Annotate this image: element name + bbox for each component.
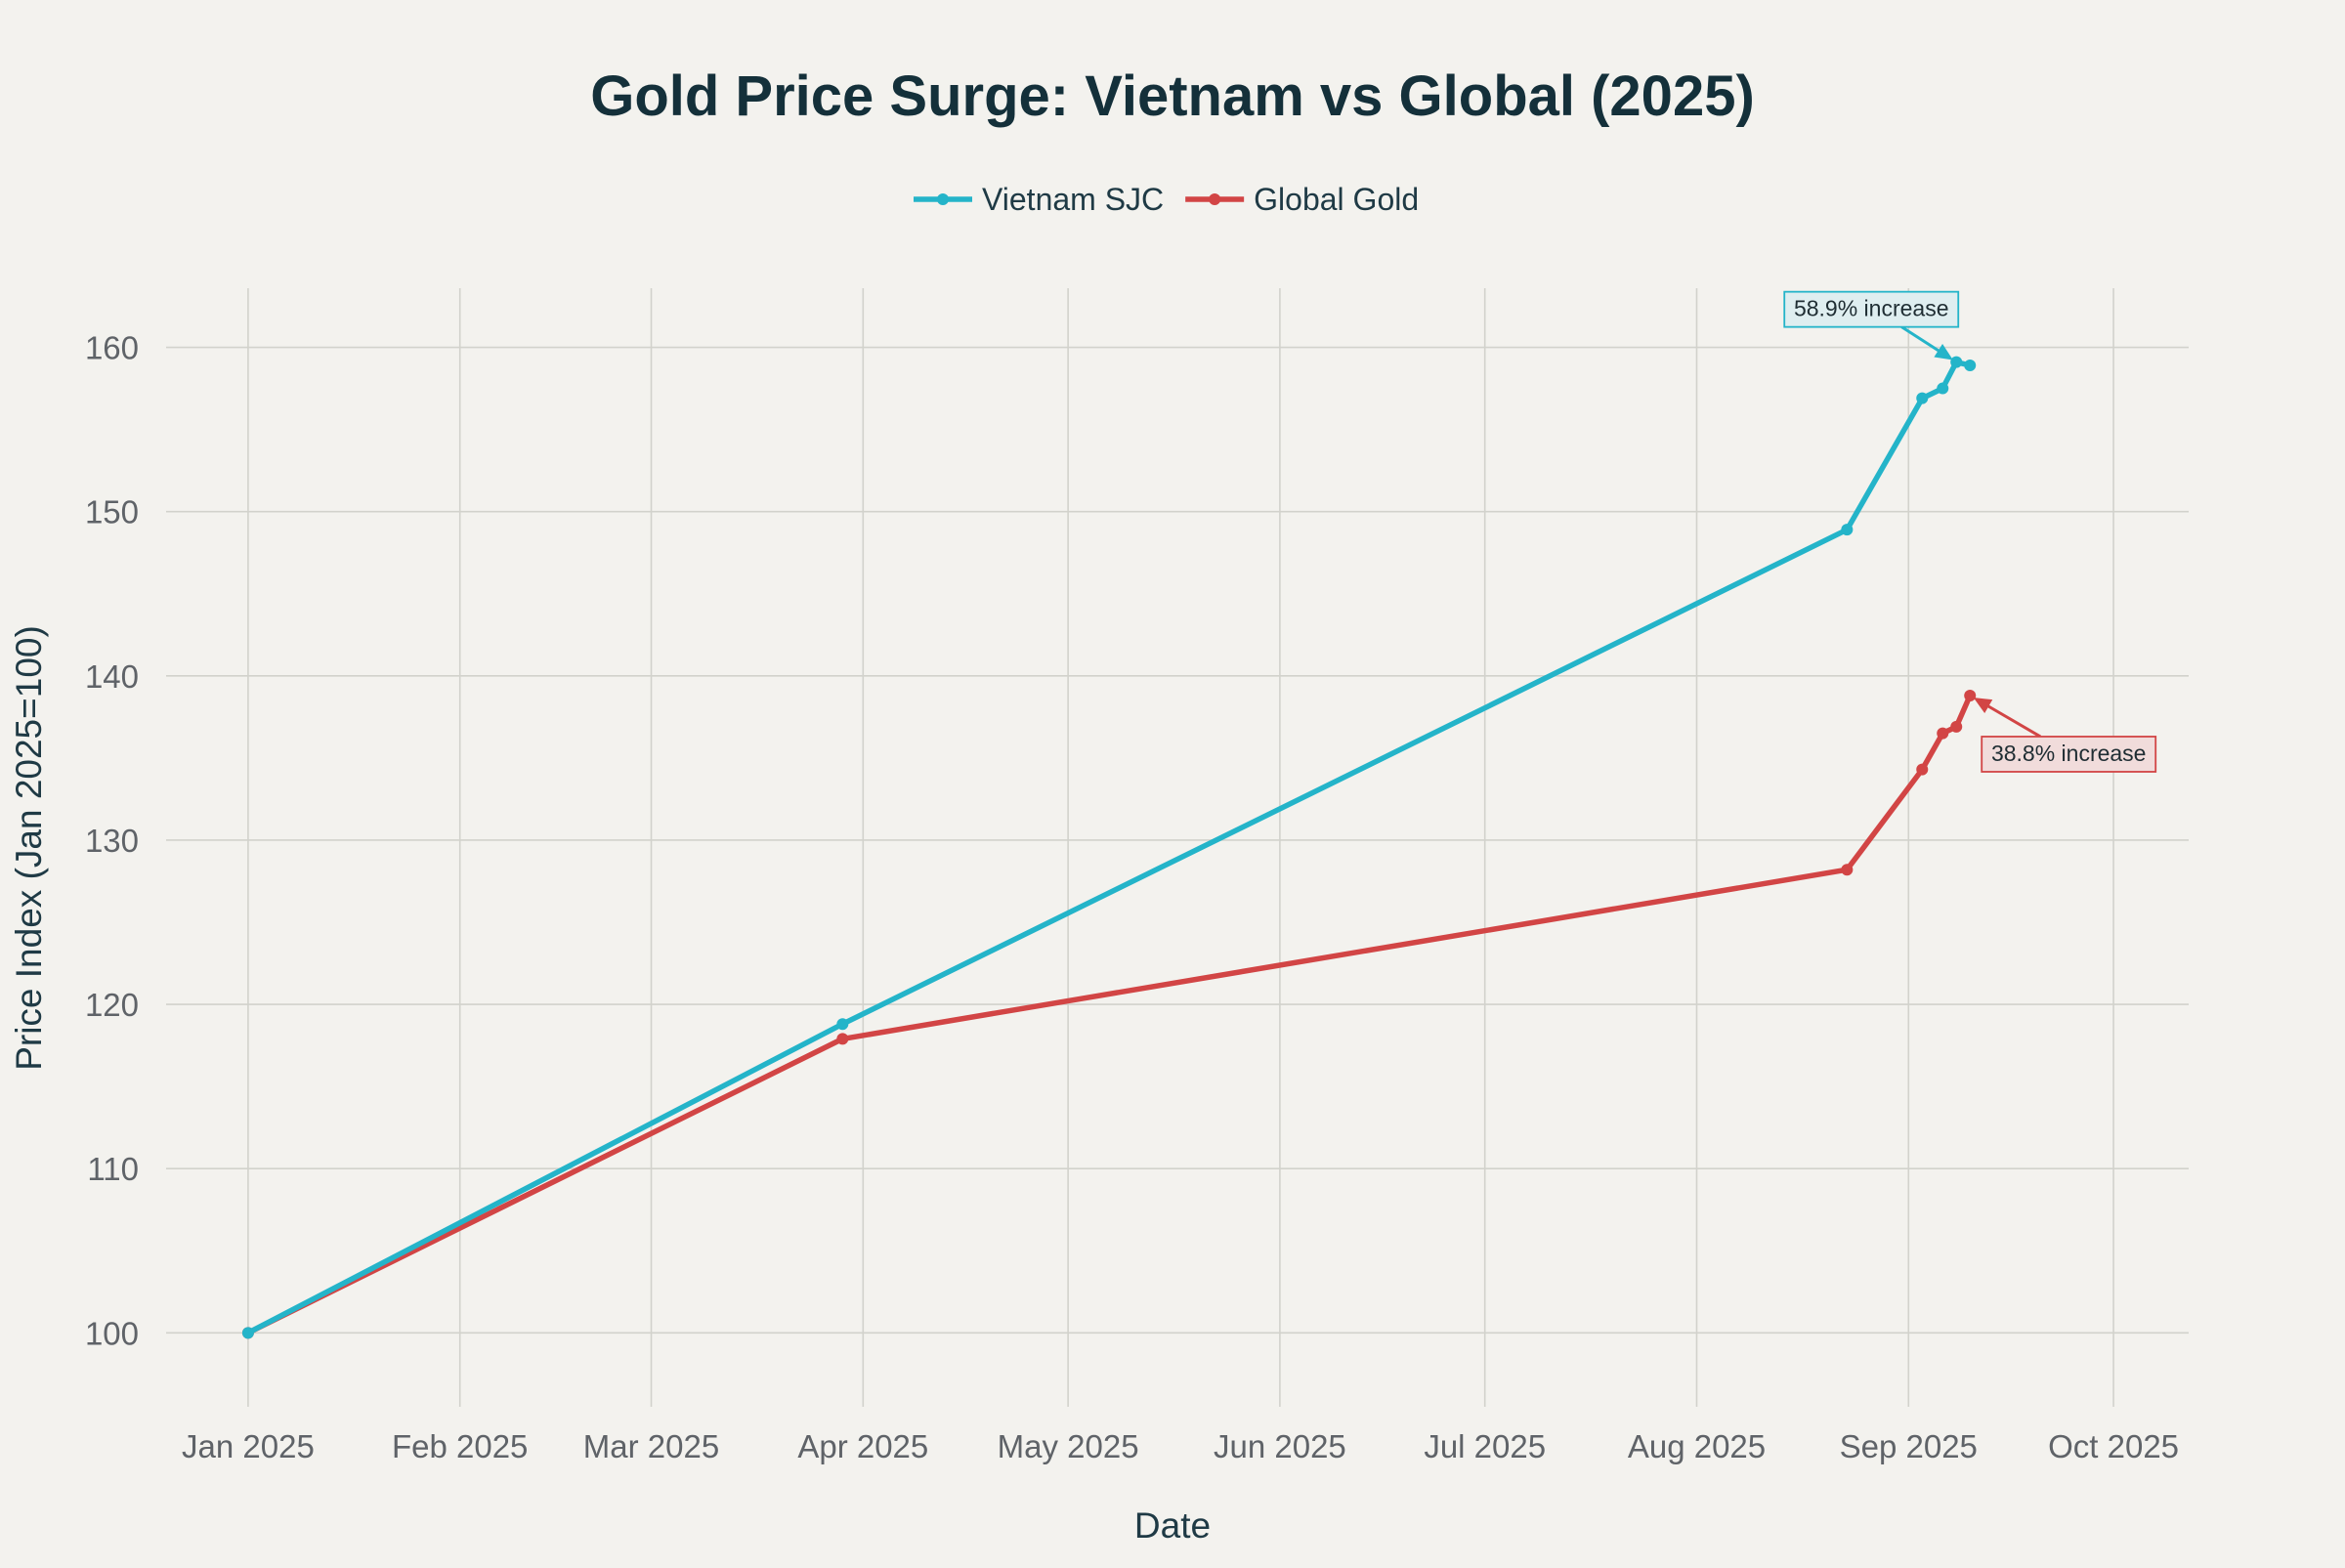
x-tick-label: May 2025 [998,1428,1139,1464]
legend-item-vietnam-sjc[interactable]: Vietnam SJC [914,182,1164,217]
chart-title: Gold Price Surge: Vietnam vs Global (202… [590,64,1755,128]
y-axis-title: Price Index (Jan 2025=100) [9,625,49,1071]
annotation-arrowhead [1934,344,1953,360]
data-point[interactable] [836,1033,849,1045]
annotation-38-8-increase: 38.8% increase [1973,697,2157,773]
x-tick-label: Feb 2025 [392,1428,528,1464]
annotation-box [1981,736,2157,773]
x-tick-label: Jul 2025 [1424,1428,1546,1464]
series-vietnam-sjc [241,356,1977,1339]
x-axis-title: Date [1134,1505,1211,1546]
legend-swatch-marker [1209,193,1221,205]
annotation-text: 38.8% increase [1991,741,2147,766]
legend-label: Global Gold [1254,182,1419,217]
y-tick-label: 150 [85,494,139,530]
series-line [245,693,1973,1336]
y-tick-label: 120 [85,987,139,1023]
x-tick-label: Jun 2025 [1214,1428,1346,1464]
annotations: 58.9% increase 38.8% increase [1783,290,2157,773]
data-point[interactable] [1841,864,1854,876]
x-grid [247,288,2114,1407]
data-point[interactable] [1964,689,1977,701]
x-tick-label: Apr 2025 [797,1428,928,1464]
data-point[interactable] [1841,524,1854,536]
y-axis-ticks: 100 110 120 130 140 150 160 [85,330,139,1352]
data-point[interactable] [1916,763,1929,776]
y-tick-label: 130 [85,823,139,859]
x-tick-label: Aug 2025 [1628,1428,1766,1464]
annotation-box [1783,290,1960,328]
x-axis-ticks: Jan 2025 Feb 2025 Mar 2025 Apr 2025 May 2025… [182,1428,2179,1464]
y-tick-label: 140 [85,658,139,695]
x-tick-label: Mar 2025 [583,1428,719,1464]
y-grid [166,346,2189,1335]
annotation-arrow-line [1900,325,1944,356]
legend-swatch-marker [937,193,949,205]
annotation-arrowhead [1973,697,1993,713]
series-layer [241,356,1977,1339]
data-point[interactable] [1950,356,1963,368]
data-point[interactable] [1937,382,1949,395]
annotation-text: 58.9% increase [1794,296,1949,321]
legend-label: Vietnam SJC [982,182,1164,217]
series-global-gold [241,689,1977,1339]
series-line [245,359,1973,1336]
data-point[interactable] [1950,720,1963,733]
y-tick-label: 110 [87,1151,139,1187]
x-tick-label: Jan 2025 [182,1428,315,1464]
data-point[interactable] [241,1327,254,1339]
data-point[interactable] [836,1018,849,1031]
legend-item-global-gold[interactable]: Global Gold [1185,182,1419,217]
annotation-58-9-increase: 58.9% increase [1783,290,1960,360]
data-point[interactable] [1964,360,1977,372]
x-tick-label: Oct 2025 [2048,1428,2179,1464]
legend[interactable]: Vietnam SJC Global Gold [914,182,1419,217]
data-point[interactable] [1937,727,1949,740]
data-point[interactable] [1916,392,1929,404]
x-tick-label: Sep 2025 [1840,1428,1978,1464]
y-tick-label: 160 [85,330,139,366]
annotation-arrow-line [1983,701,2041,739]
y-tick-label: 100 [85,1315,139,1351]
